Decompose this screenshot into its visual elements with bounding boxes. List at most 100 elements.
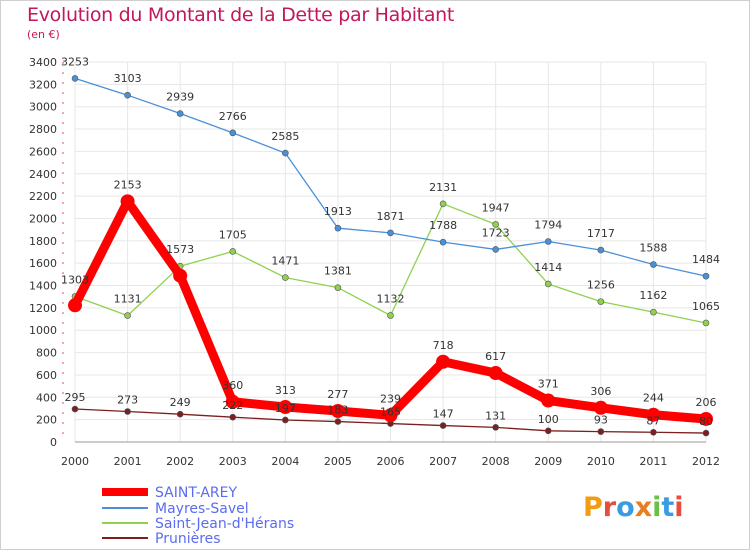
y-tick-label: 1200 [29,302,57,315]
data-label: 1381 [324,265,352,278]
data-label: 617 [485,350,506,363]
data-point [541,393,556,408]
legend-label: Mayres-Savel [155,501,249,517]
data-point [225,394,240,409]
data-point [229,129,237,137]
data-label: 1132 [377,292,405,305]
data-label: 1303 [61,273,89,286]
y-axis-ticks: 0 200 400 600 800 1000 1200 1400 1600 1800 2000 220… [29,56,57,449]
data-point [124,408,131,415]
x-tick-label: 2006 [377,455,405,468]
data-label: 1723 [482,226,510,239]
series-lines [68,75,713,437]
data-label: 1588 [639,242,667,255]
data-point [439,238,447,246]
data-point [330,404,345,419]
data-point [650,308,657,316]
x-tick-label: 2009 [534,455,562,468]
data-point [702,319,710,327]
data-point [597,246,605,254]
data-point [120,194,135,209]
data-label: 183 [327,404,348,417]
data-label: 239 [380,392,401,405]
data-point [334,284,342,291]
data-label: 197 [275,402,296,415]
y-tick-label: 3400 [29,56,57,69]
data-point [492,246,499,253]
y-tick-label: 1000 [29,324,57,337]
data-label: 1913 [324,205,352,218]
data-point [278,400,293,415]
data-point [71,75,79,82]
logo-letter: t [661,492,674,523]
chart-subtitle: (en €) [27,28,60,41]
x-tick-label: 2005 [324,455,352,468]
chart-title: Evolution du Montant de la Dette par Hab… [27,4,455,26]
x-tick-label: 2000 [61,455,89,468]
data-label: 1947 [482,201,510,214]
y-tick-label: 2800 [29,123,57,136]
data-label: 360 [222,379,243,392]
data-point [488,366,503,381]
x-tick-label: 2002 [166,455,194,468]
logo-letter: i [652,492,661,523]
data-label: 273 [117,393,138,406]
data-point [702,272,710,280]
data-point [436,354,451,369]
data-point [650,261,657,268]
x-tick-label: 2011 [639,455,667,468]
data-point [383,408,398,423]
y-tick-label: 2400 [29,168,57,181]
y-tick-label: 1800 [29,235,57,248]
legend: SAINT-AREYMayres-SavelSaint-Jean-d'Héran… [102,485,294,547]
data-label: 313 [275,384,296,397]
data-label: 1871 [377,210,405,223]
data-label: 1717 [587,227,615,240]
data-point [68,298,82,313]
axes [62,62,706,443]
data-label: 80 [699,415,713,428]
data-label: 131 [485,409,506,422]
data-point [387,229,394,237]
data-label: 249 [170,396,191,409]
data-label: 222 [222,399,243,412]
data-point [544,280,552,288]
y-tick-label: 0 [50,436,57,449]
data-label: 2585 [271,130,299,143]
data-label: 371 [538,378,559,391]
data-label: 2939 [166,91,194,104]
data-label: 87 [646,414,660,427]
data-label: 2153 [114,178,142,191]
data-label: 1573 [166,243,194,256]
data-label: 147 [433,408,454,421]
data-point [176,410,184,418]
y-tick-label: 600 [36,369,57,382]
logo-letter: r [603,492,617,523]
data-point [71,405,79,413]
logo-letter: x [635,492,652,523]
y-tick-label: 3200 [29,78,57,91]
data-point [229,248,237,255]
data-point [702,429,710,437]
x-tick-label: 2003 [219,455,247,468]
legend-label: SAINT-AREY [155,485,237,501]
data-label: 306 [590,385,611,398]
data-point [544,427,552,435]
data-label: 1131 [114,293,142,306]
data-label: 1484 [692,253,720,266]
data-label: 2131 [429,181,457,194]
data-label: 244 [643,392,664,405]
data-point [646,407,661,422]
legend-label: Prunières [155,531,221,547]
logo-text: Proxiti [583,492,684,523]
data-labels: 2153 360 313 277 239 718 617 371 306 244 206 3253 31… [61,55,720,428]
legend-label: Saint-Jean-d'Hérans [155,516,294,532]
data-point [387,312,394,319]
data-label: 1788 [429,219,457,232]
logo-letter: o [616,492,635,523]
y-tick-label: 800 [36,347,57,360]
data-point [124,312,131,319]
data-label: 1705 [219,228,247,241]
data-point [699,411,713,426]
